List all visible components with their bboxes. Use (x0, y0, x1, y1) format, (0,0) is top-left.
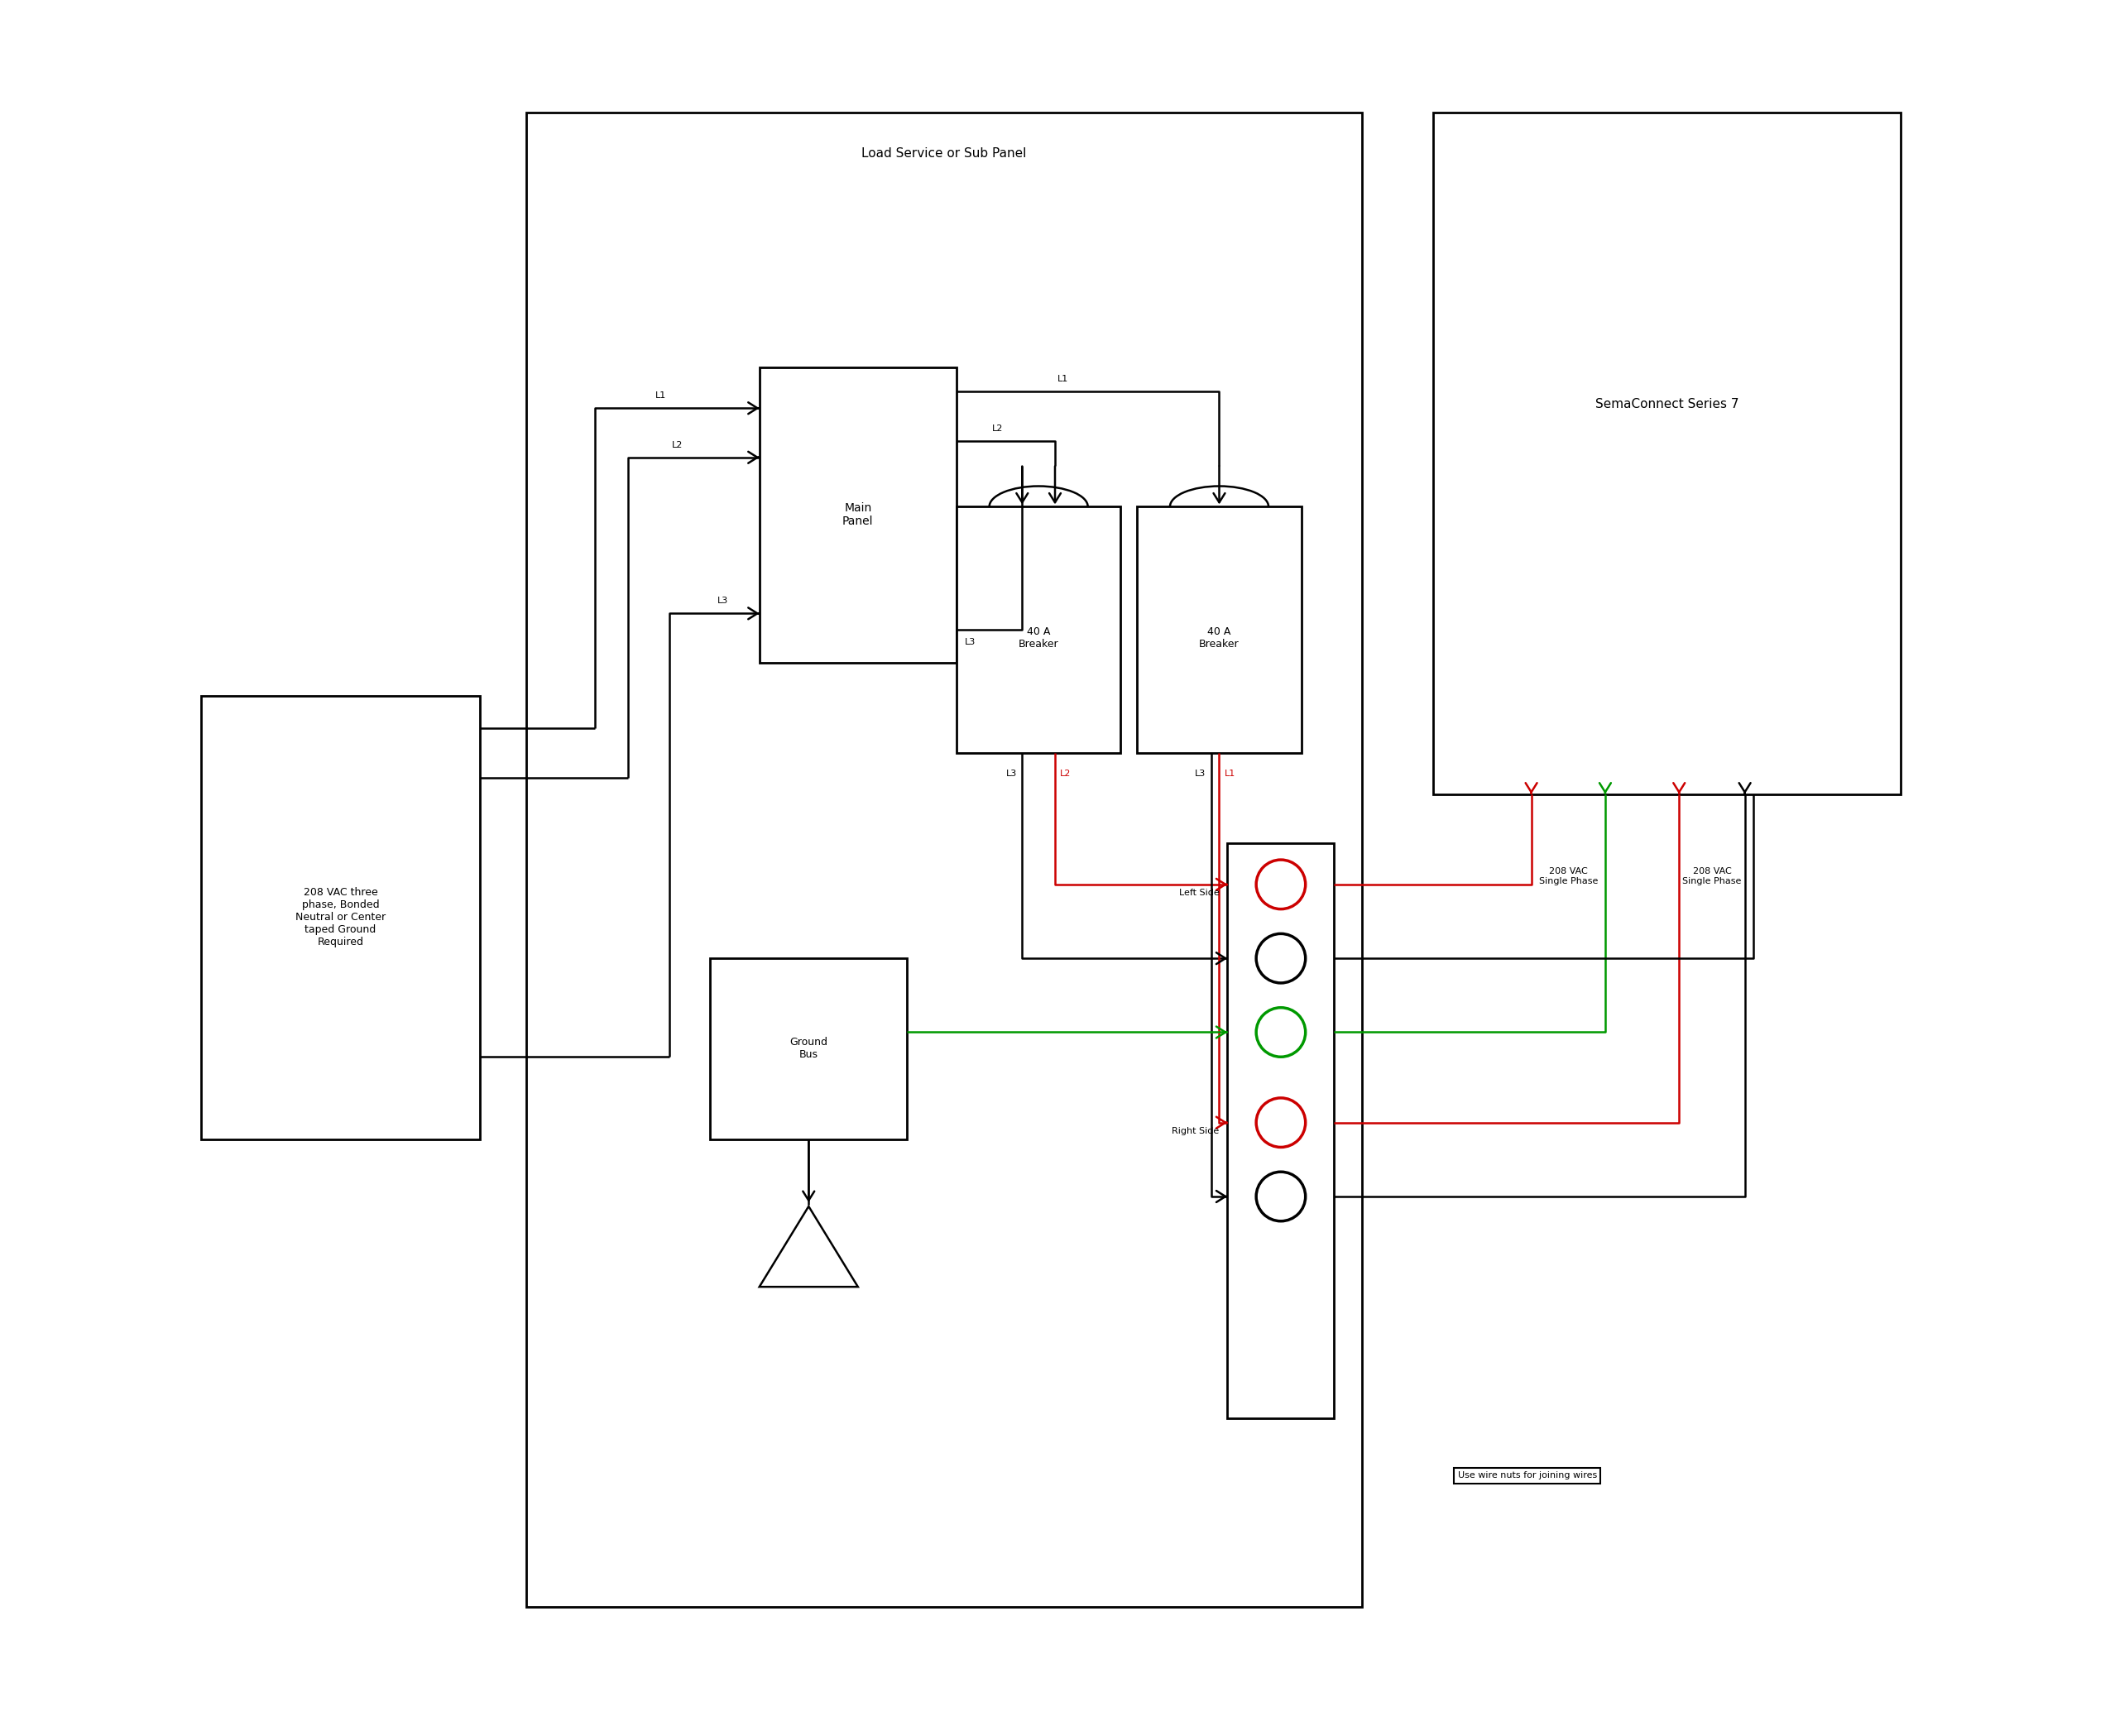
Text: Main
Panel: Main Panel (842, 502, 874, 528)
Text: Right Side: Right Side (1171, 1127, 1220, 1135)
Text: L1: L1 (656, 392, 667, 399)
Bar (956, 507, 1120, 753)
Text: L3: L3 (717, 597, 728, 606)
Text: Use wire nuts for joining wires: Use wire nuts for joining wires (1458, 1472, 1597, 1479)
Text: L2: L2 (992, 425, 1002, 432)
Bar (200, 696, 481, 1139)
Bar (1228, 844, 1334, 1418)
Text: 208 VAC three
phase, Bonded
Neutral or Center
taped Ground
Required: 208 VAC three phase, Bonded Neutral or C… (295, 887, 386, 948)
Bar (1137, 507, 1302, 753)
Text: L3: L3 (964, 639, 975, 646)
Text: L1: L1 (1057, 375, 1068, 384)
Bar (760, 366, 956, 663)
Text: Ground
Bus: Ground Bus (789, 1036, 827, 1061)
Text: 208 VAC
Single Phase: 208 VAC Single Phase (1538, 868, 1597, 885)
Bar (1433, 113, 1901, 793)
Text: Left Side: Left Side (1179, 889, 1220, 898)
Text: L2: L2 (671, 441, 684, 450)
Text: L3: L3 (1006, 769, 1017, 778)
Text: SemaConnect Series 7: SemaConnect Series 7 (1595, 398, 1739, 410)
Text: 208 VAC
Single Phase: 208 VAC Single Phase (1682, 868, 1741, 885)
Bar (525, 113, 1363, 1608)
Text: 40 A
Breaker: 40 A Breaker (1198, 627, 1239, 649)
Text: L3: L3 (1194, 769, 1207, 778)
Text: L2: L2 (1059, 769, 1072, 778)
Bar (711, 958, 907, 1139)
Text: 40 A
Breaker: 40 A Breaker (1019, 627, 1059, 649)
Text: Load Service or Sub Panel: Load Service or Sub Panel (861, 148, 1028, 160)
Text: L1: L1 (1224, 769, 1234, 778)
